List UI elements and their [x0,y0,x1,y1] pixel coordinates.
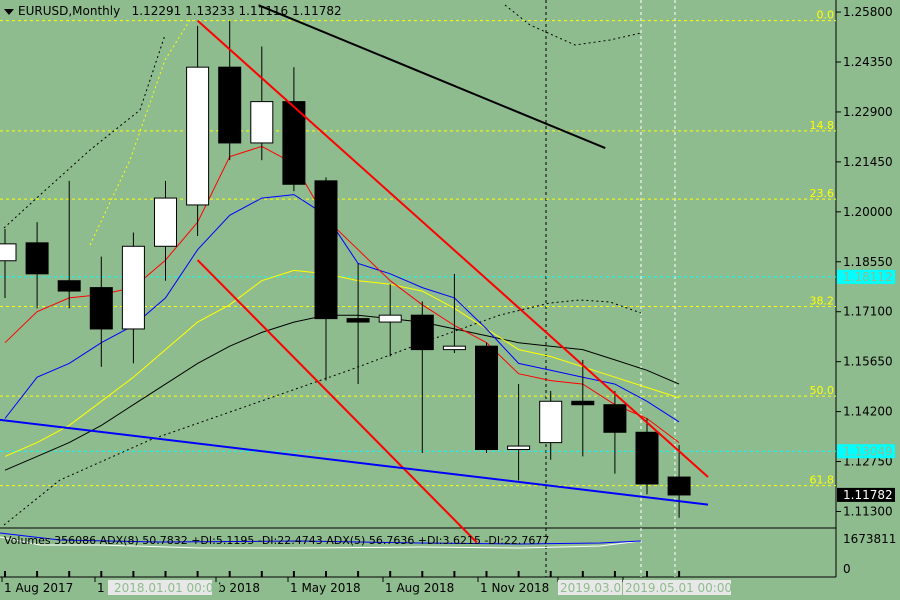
candle-body[interactable] [603,404,627,433]
chart-title-bar: EURUSD,Monthly 1.12291 1.13233 1.11116 1… [4,4,342,18]
time-label-highlight [558,580,622,595]
upper-band-line [3,34,166,229]
crosshair-date-box [108,580,212,595]
candle-body[interactable] [314,180,338,320]
candle-body[interactable] [121,245,145,330]
candle-body[interactable] [0,243,17,262]
trendline-blue[interactable] [0,418,709,506]
ma-black-line [4,314,680,471]
fib-level-label: 14.8 [810,119,835,132]
fib-level-label: 38.2 [810,295,835,308]
candle-body[interactable] [507,445,531,450]
candle-body[interactable] [25,242,49,275]
candle-body[interactable] [571,400,595,406]
price-tick-label: 1.25800 [843,5,893,19]
crosshair-date-label: 2018.01.01 00:00 [114,581,221,595]
symbol-label: EURUSD [18,4,69,18]
price-tag-label: 1.11782 [843,488,893,502]
candle-body[interactable] [539,400,563,444]
candle-body[interactable] [475,345,498,450]
fib-level-label: 23.6 [810,187,835,200]
upper-band-right-line [504,4,642,46]
fib-level-label: 50.0 [810,384,835,397]
price-tag-label: 1.18112 [843,270,893,284]
time-label-highlight [623,580,731,595]
fib-level-label: 61.8 [810,474,835,487]
candle-body[interactable] [378,314,402,323]
volume-zero-label: 0 [843,562,851,576]
candle-body[interactable] [186,66,210,206]
time-tick-label: 1 Aug 2017 [4,581,73,595]
price-tick-label: 1.21450 [843,155,893,169]
time-tick-label: 1 Aug 2018 [385,581,454,595]
time-tick-label: 1 Nov 2018 [480,581,549,595]
dropdown-triangle-icon[interactable] [4,8,14,15]
candle-body[interactable] [282,101,306,185]
price-tag-label: 1.13049 [843,444,893,458]
ohlc-values: 1.12291 1.13233 1.11116 1.11782 [131,4,342,18]
price-tag [837,269,895,284]
candle-body[interactable] [667,476,691,496]
price-tick-label: 1.11300 [843,505,893,519]
time-tick-label: b 2018 [218,581,260,595]
volume-max-label: 1673811 [843,532,896,546]
adx-white-line [0,536,642,549]
time-tick-label: 1 [97,581,105,595]
candle-body[interactable] [635,431,659,485]
fib-level-label: 0.0 [817,9,835,22]
candle-body[interactable] [218,66,242,144]
candle-body[interactable] [346,318,370,323]
time-tick-label: 2019.05.01 00:00 [625,581,732,595]
price-tick-label: 1.24350 [843,55,893,69]
trendline-black[interactable] [258,4,606,150]
adx-blue-line [0,532,642,545]
candle-body[interactable] [410,314,434,351]
yellow-band-line [89,19,191,246]
indicator-label: Volumes 356086 ADX(8) 50.7832 +DI:5.1195… [4,534,550,547]
price-tick-label: 1.17100 [843,305,893,319]
price-tick-label: 1.18550 [843,255,893,269]
price-tag [837,487,895,502]
trendline-red[interactable] [196,259,478,544]
time-tick-label: 1 May 2018 [290,581,361,595]
candle-body[interactable] [442,345,466,351]
price-tag [837,444,895,459]
ma-yellow-line [4,269,680,457]
price-tick-label: 1.20000 [843,205,893,219]
ma-red-line [4,145,680,443]
candle-body[interactable] [250,101,274,144]
candle-body[interactable] [89,287,113,330]
time-tick-label: 2019.03.0 [560,581,621,595]
candle-body[interactable] [154,197,177,247]
trendline-red[interactable] [196,19,709,478]
candle-body[interactable] [57,280,81,292]
price-tick-label: 1.22900 [843,105,893,119]
ma-blue-line [4,194,680,423]
timeframe-label: Monthly [72,4,121,18]
price-tick-label: 1.14200 [843,405,893,419]
price-tick-label: 1.15650 [843,355,893,369]
